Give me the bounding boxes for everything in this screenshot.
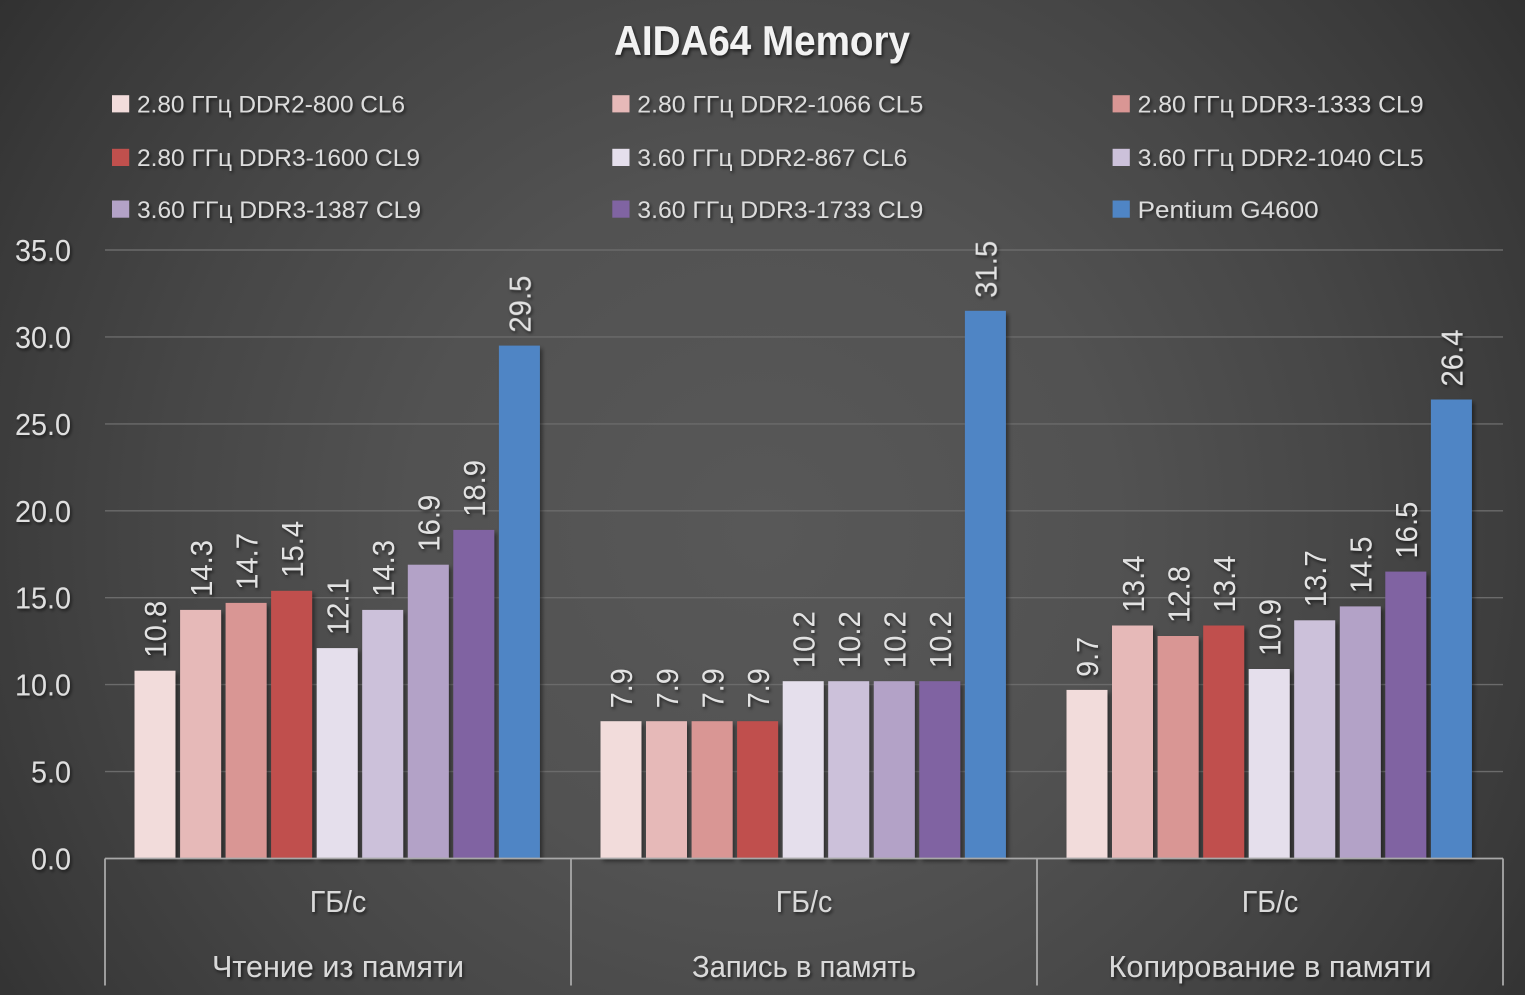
svg-text:2.80 ГГц DDR3-1600 CL9: 2.80 ГГц DDR3-1600 CL9 xyxy=(137,145,420,172)
svg-text:7.9: 7.9 xyxy=(604,668,639,708)
svg-text:31.5: 31.5 xyxy=(969,241,1004,298)
svg-text:15.4: 15.4 xyxy=(275,521,310,578)
svg-text:14.7: 14.7 xyxy=(229,533,264,590)
svg-text:7.9: 7.9 xyxy=(650,668,685,708)
svg-text:3.60 ГГц DDR2-867 CL6: 3.60 ГГц DDR2-867 CL6 xyxy=(637,145,907,172)
svg-text:29.5: 29.5 xyxy=(503,276,538,333)
svg-text:0.0: 0.0 xyxy=(31,842,71,877)
svg-text:5.0: 5.0 xyxy=(31,755,71,790)
svg-text:3.60 ГГц DDR3-1733 CL9: 3.60 ГГц DDR3-1733 CL9 xyxy=(637,197,923,224)
svg-text:2.80 ГГц DDR2-1066 CL5: 2.80 ГГц DDR2-1066 CL5 xyxy=(637,92,923,119)
svg-text:Pentium G4600: Pentium G4600 xyxy=(1138,197,1319,224)
svg-text:9.7: 9.7 xyxy=(1070,637,1105,677)
svg-text:13.4: 13.4 xyxy=(1116,556,1151,613)
svg-text:15.0: 15.0 xyxy=(15,581,71,616)
svg-text:10.2: 10.2 xyxy=(878,611,913,668)
svg-text:14.3: 14.3 xyxy=(184,540,219,597)
svg-text:25.0: 25.0 xyxy=(15,407,71,442)
svg-text:14.5: 14.5 xyxy=(1344,536,1379,593)
svg-text:13.4: 13.4 xyxy=(1207,556,1242,613)
svg-text:2.80 ГГц DDR2-800 CL6: 2.80 ГГц DDR2-800 CL6 xyxy=(137,92,405,119)
svg-text:10.2: 10.2 xyxy=(923,611,958,668)
svg-text:10.9: 10.9 xyxy=(1252,599,1287,656)
svg-text:16.9: 16.9 xyxy=(412,495,447,552)
svg-text:10.2: 10.2 xyxy=(832,611,867,668)
svg-text:Чтение из памяти: Чтение из памяти xyxy=(212,949,464,984)
svg-text:Запись в память: Запись в память xyxy=(692,949,916,984)
svg-text:10.0: 10.0 xyxy=(15,668,71,703)
svg-text:16.5: 16.5 xyxy=(1389,502,1424,559)
svg-text:10.8: 10.8 xyxy=(138,601,173,658)
svg-text:30.0: 30.0 xyxy=(15,320,71,355)
svg-text:13.7: 13.7 xyxy=(1298,550,1333,607)
svg-text:12.8: 12.8 xyxy=(1161,566,1196,623)
svg-text:ГБ/с: ГБ/с xyxy=(1242,884,1299,919)
svg-text:7.9: 7.9 xyxy=(741,668,776,708)
svg-text:2.80 ГГц DDR3-1333 CL9: 2.80 ГГц DDR3-1333 CL9 xyxy=(1138,92,1424,119)
svg-text:18.9: 18.9 xyxy=(457,460,492,517)
svg-text:AIDA64 Memory: AIDA64 Memory xyxy=(614,17,911,64)
svg-text:20.0: 20.0 xyxy=(15,494,71,529)
svg-text:ГБ/с: ГБ/с xyxy=(776,884,833,919)
svg-text:14.3: 14.3 xyxy=(366,540,401,597)
svg-text:26.4: 26.4 xyxy=(1435,330,1470,387)
svg-text:7.9: 7.9 xyxy=(695,668,730,708)
svg-text:ГБ/с: ГБ/с xyxy=(310,884,367,919)
svg-text:35.0: 35.0 xyxy=(15,233,71,268)
svg-text:3.60 ГГц DDR2-1040 CL5: 3.60 ГГц DDR2-1040 CL5 xyxy=(1138,145,1424,172)
svg-text:3.60 ГГц DDR3-1387 CL9: 3.60 ГГц DDR3-1387 CL9 xyxy=(137,197,421,224)
svg-text:12.1: 12.1 xyxy=(320,578,355,635)
svg-text:10.2: 10.2 xyxy=(786,611,821,668)
svg-text:Копирование в памяти: Копирование в памяти xyxy=(1109,949,1432,984)
